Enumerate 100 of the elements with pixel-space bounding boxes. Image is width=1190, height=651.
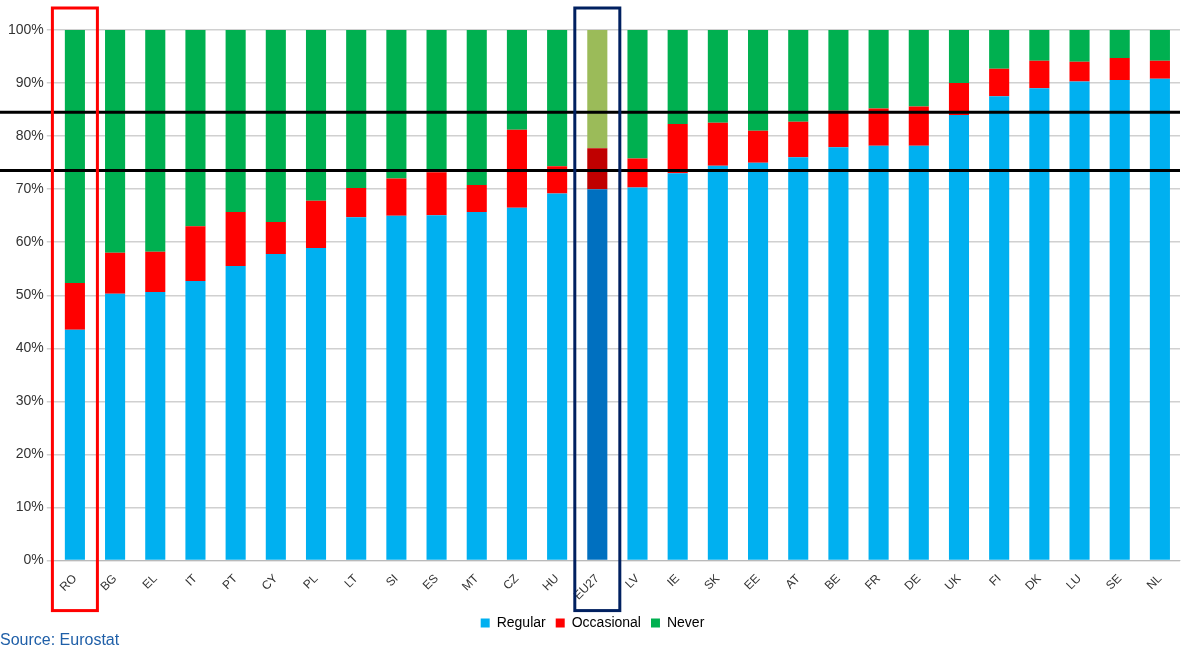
bar — [828, 147, 849, 560]
x-tick-label: DK — [1022, 571, 1044, 593]
x-tick-label: BG — [97, 571, 120, 594]
x-tick-label: EE — [741, 571, 763, 593]
y-tick-label: 40% — [15, 339, 44, 356]
bar — [788, 30, 809, 122]
bar — [627, 30, 648, 159]
bar — [1069, 30, 1090, 62]
bar — [1149, 30, 1170, 61]
bar — [1149, 60, 1170, 79]
bar — [145, 251, 166, 293]
bar — [1029, 60, 1050, 89]
x-tick-label: FI — [986, 571, 1004, 589]
bar — [788, 157, 809, 560]
bar — [64, 30, 85, 284]
bar — [748, 30, 769, 131]
bar — [547, 30, 568, 167]
x-tick-label: LV — [622, 571, 642, 591]
x-tick-label: SK — [701, 571, 723, 593]
bar — [346, 217, 367, 560]
x-tick-label: LT — [341, 570, 362, 591]
bar — [305, 248, 327, 560]
bar — [426, 215, 447, 560]
bar — [627, 187, 648, 560]
bar — [1069, 61, 1090, 82]
bar — [225, 266, 246, 560]
bar — [346, 188, 367, 218]
bar — [185, 280, 206, 560]
bar — [145, 30, 166, 252]
x-tick-label: BE — [821, 571, 843, 593]
bar — [145, 292, 166, 560]
bar — [667, 173, 688, 560]
bar — [105, 293, 126, 560]
x-tick-label: IT — [182, 570, 201, 589]
bar — [506, 30, 527, 130]
x-tick-label: UK — [941, 571, 964, 593]
bar — [547, 193, 568, 560]
bar — [1149, 78, 1170, 560]
bar — [265, 30, 286, 223]
bar — [1069, 81, 1090, 560]
bar — [908, 106, 929, 146]
legend-label: Regular — [496, 613, 547, 630]
x-tick-label: SE — [1102, 571, 1125, 593]
bar — [105, 30, 126, 253]
legend-label: Never — [666, 613, 705, 630]
y-tick-label: 70% — [15, 180, 44, 197]
bar — [707, 122, 728, 166]
bar — [426, 172, 447, 216]
x-tick-label: DE — [901, 571, 924, 593]
bar — [868, 30, 889, 109]
y-tick-label: 30% — [15, 392, 44, 409]
legend-label: Occasional — [571, 613, 641, 630]
bar — [305, 200, 327, 249]
x-tick-label: MT — [459, 570, 482, 594]
bar — [1109, 79, 1130, 560]
x-tick-label: PL — [300, 571, 321, 592]
bar — [948, 30, 970, 84]
bar — [1109, 58, 1130, 80]
bar — [64, 329, 85, 560]
bar — [788, 121, 809, 158]
bar — [627, 158, 648, 188]
y-tick-label: 80% — [15, 126, 44, 143]
source-note: Source: Eurostat — [0, 631, 120, 649]
bar — [748, 162, 769, 560]
x-tick-label: HU — [539, 571, 562, 594]
bar — [587, 189, 608, 560]
bar — [265, 222, 286, 254]
x-tick-label: SI — [382, 571, 401, 590]
x-tick-label: RO — [56, 571, 80, 594]
bar — [948, 83, 970, 115]
y-tick-label: 100% — [7, 20, 44, 37]
bar — [105, 252, 126, 294]
x-tick-label: ES — [419, 571, 442, 593]
y-tick-label: 0% — [23, 551, 44, 568]
bar — [506, 129, 527, 208]
bar — [989, 96, 1010, 560]
x-tick-label: PT — [219, 570, 241, 592]
x-tick-label: CY — [258, 571, 281, 593]
x-tick-label: IE — [664, 571, 683, 590]
bar — [64, 283, 85, 330]
bar — [386, 178, 407, 216]
bar — [707, 165, 728, 560]
x-tick-label: LU — [1063, 571, 1084, 592]
bar — [185, 226, 206, 281]
bar — [908, 30, 929, 107]
bar — [305, 30, 327, 201]
bar — [587, 148, 608, 190]
x-tick-label: CZ — [500, 571, 522, 593]
bar — [707, 30, 728, 123]
x-tick-label: FR — [861, 571, 884, 593]
bar — [667, 123, 688, 174]
bar — [868, 108, 889, 146]
bar — [1029, 88, 1050, 560]
bar — [225, 211, 246, 267]
bar — [185, 30, 206, 227]
y-tick-label: 20% — [15, 445, 44, 462]
bar — [466, 30, 487, 185]
bar — [386, 215, 407, 560]
bar — [1029, 30, 1050, 61]
bar — [265, 253, 286, 560]
